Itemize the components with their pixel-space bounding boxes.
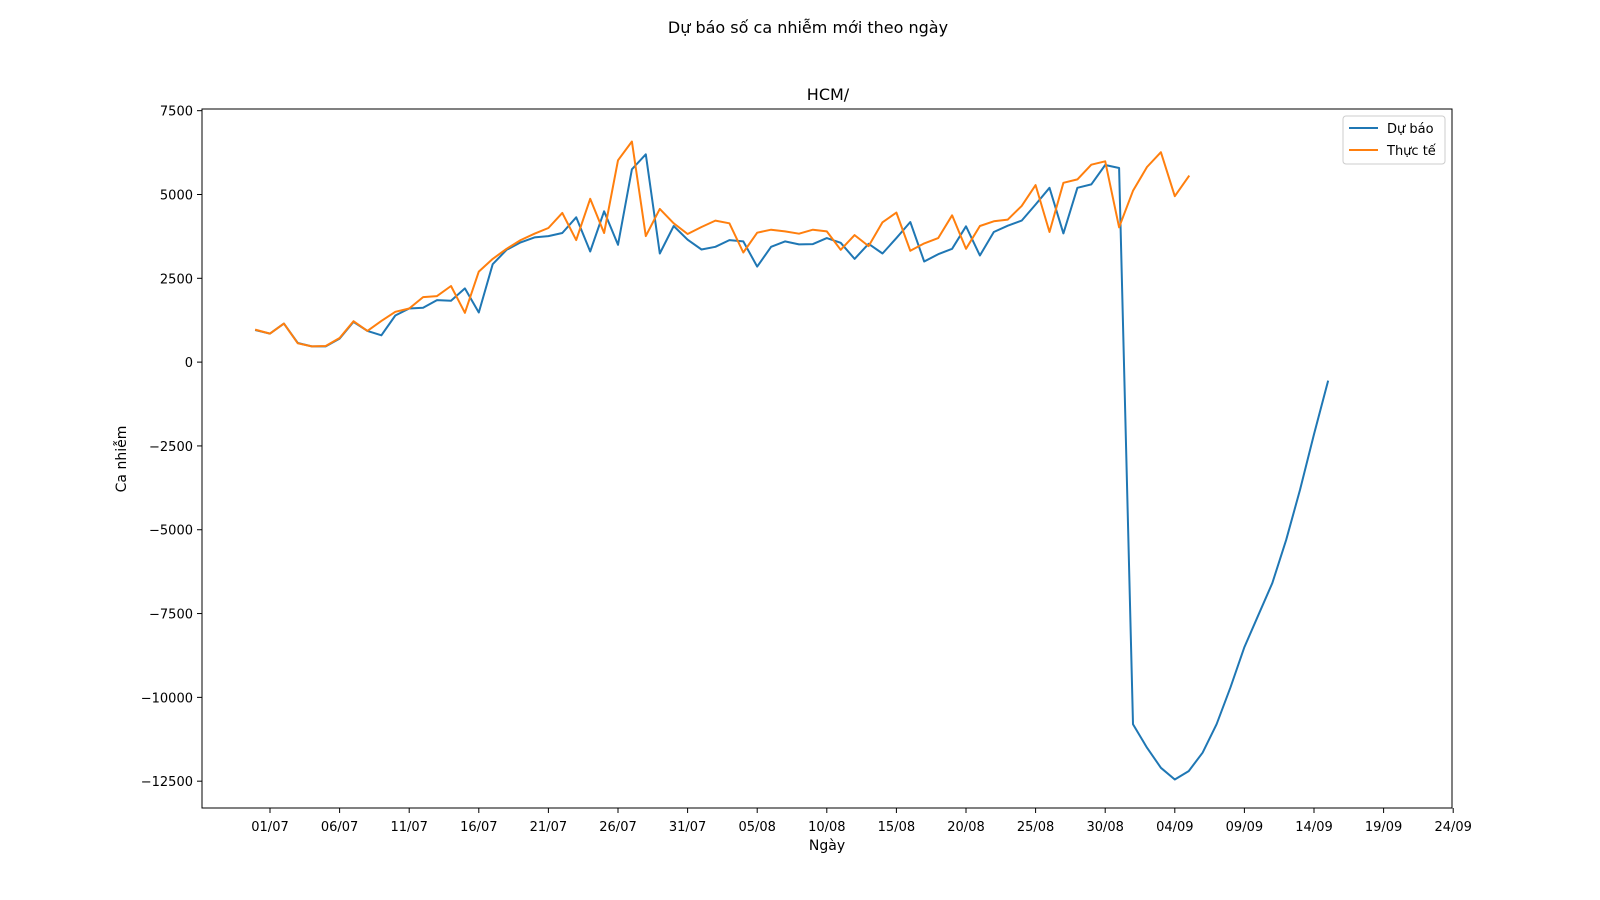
- x-tick-label: 20/08: [947, 820, 984, 835]
- series-line-forecast: [254, 153, 1330, 781]
- x-tick-label: 25/08: [1017, 820, 1054, 835]
- y-tick-label: 5000: [160, 188, 193, 203]
- x-tick-label: 04/09: [1156, 820, 1193, 835]
- x-tick-label: 09/09: [1226, 820, 1263, 835]
- series-line-actual: [254, 140, 1191, 348]
- x-tick-label: 15/08: [878, 820, 915, 835]
- x-tick-label: 30/08: [1086, 820, 1123, 835]
- x-tick-label: 14/09: [1295, 820, 1332, 835]
- x-tick-label: 01/07: [251, 820, 288, 835]
- x-tick-label: 06/07: [321, 820, 358, 835]
- y-tick-label: 2500: [160, 272, 193, 287]
- plot-area-frame: [201, 108, 1453, 809]
- y-axis-label: Ca nhiễm: [113, 426, 130, 493]
- y-tick-label: 7500: [160, 105, 193, 120]
- chart-title: HCM/: [807, 85, 850, 104]
- x-tick-label: 19/09: [1365, 820, 1402, 835]
- y-tick-label: −2500: [149, 440, 193, 455]
- series-lines: [254, 140, 1330, 781]
- y-axis: 7500 5000 2500 0 −2500 −5000 −7500 −10000 −12500: [141, 105, 202, 790]
- y-tick-label: −7500: [149, 608, 193, 623]
- legend-label-forecast: Dự báo: [1387, 122, 1434, 137]
- x-tick-label: 11/07: [390, 820, 427, 835]
- x-tick-label: 21/07: [530, 820, 567, 835]
- legend: Dự báo Thực tế: [1342, 115, 1446, 165]
- x-axis-label: Ngày: [809, 838, 845, 854]
- y-tick-label: 0: [185, 356, 193, 371]
- y-tick-label: −5000: [149, 524, 193, 539]
- y-tick-label: −10000: [141, 691, 193, 706]
- x-tick-label: 16/07: [460, 820, 497, 835]
- y-tick-label: −12500: [141, 775, 193, 790]
- x-axis: 01/07 06/07 11/07 16/07 21/07 26/07 31/07 05/08…: [251, 808, 1472, 835]
- x-tick-label: 05/08: [738, 820, 775, 835]
- x-tick-label: 10/08: [808, 820, 845, 835]
- x-tick-label: 31/07: [669, 820, 706, 835]
- x-tick-label: 24/09: [1434, 820, 1471, 835]
- legend-label-actual: Thực tế: [1386, 144, 1436, 159]
- x-tick-label: 26/07: [599, 820, 636, 835]
- figure-title: Dự báo số ca nhiễm mới theo ngày: [668, 18, 948, 37]
